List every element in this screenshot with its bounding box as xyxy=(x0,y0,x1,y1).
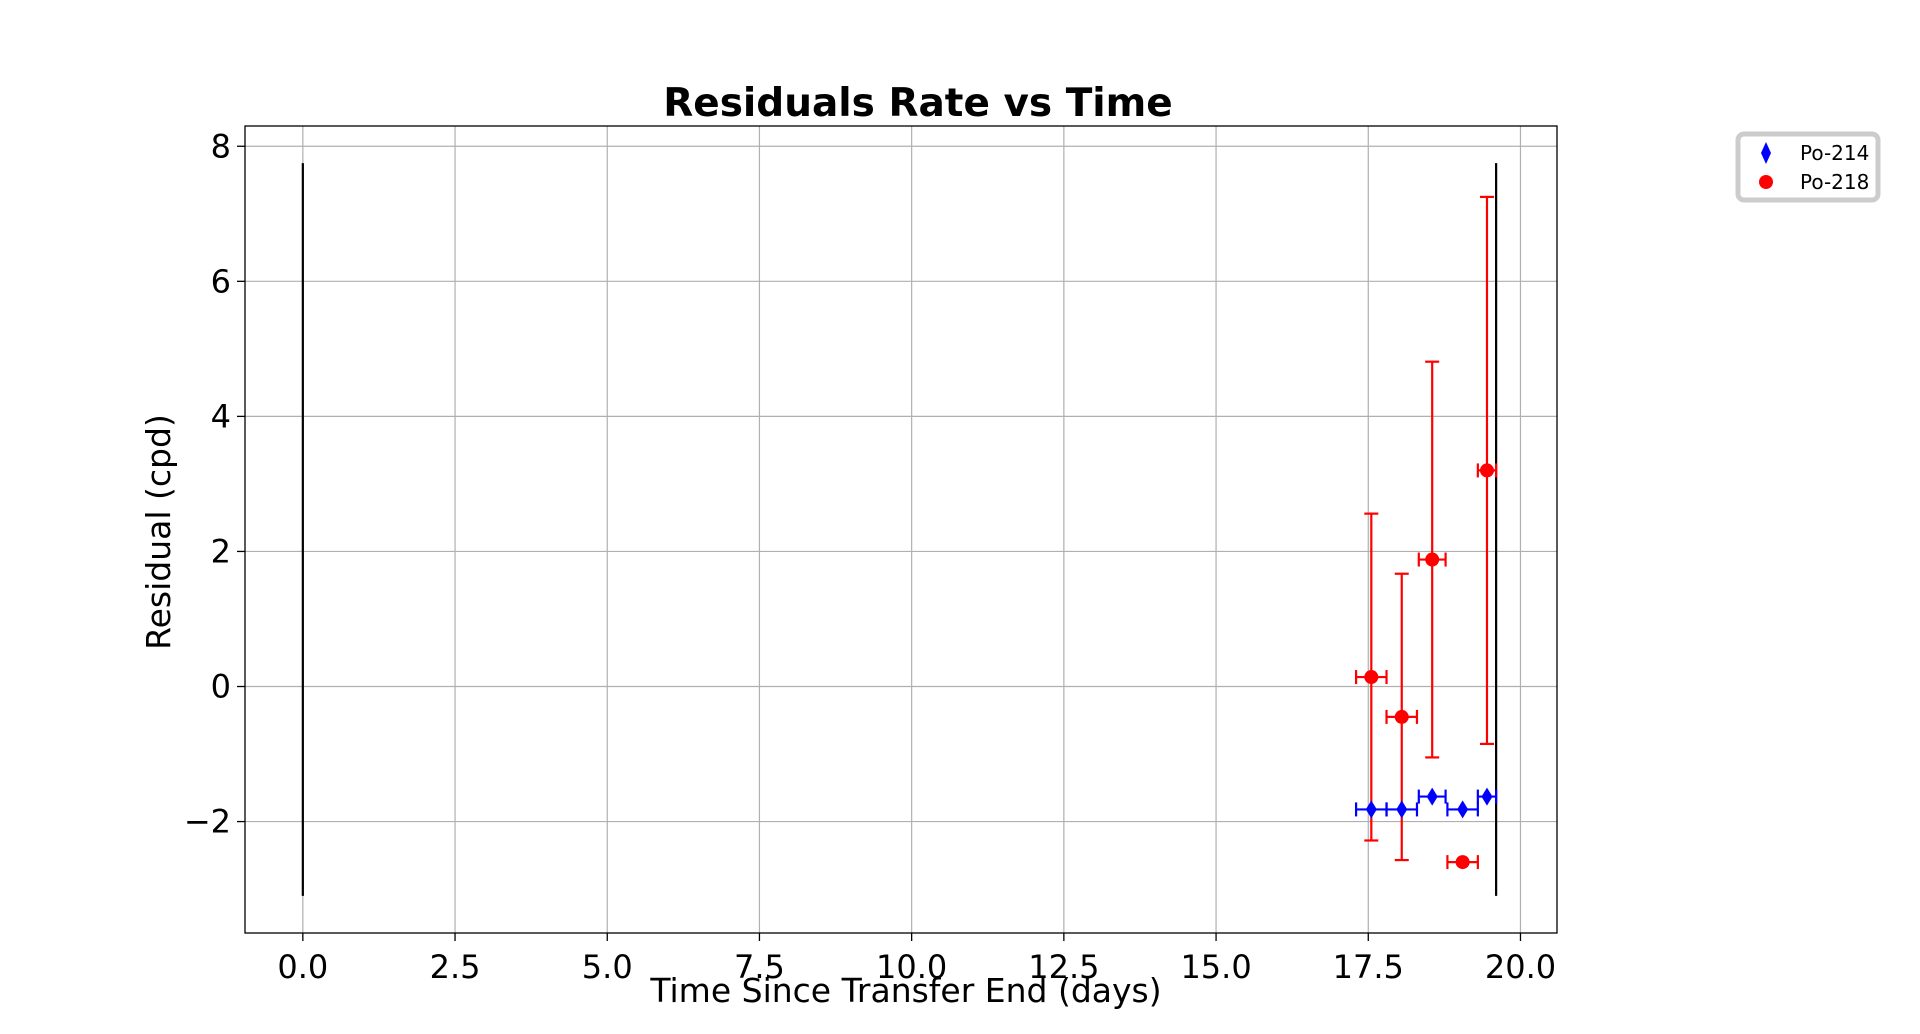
plot-area xyxy=(244,125,1558,934)
y-tick-label: 6 xyxy=(211,262,231,300)
legend-box xyxy=(1735,131,1881,203)
y-tick-label: 8 xyxy=(211,127,231,165)
x-tick-label: 17.5 xyxy=(1333,948,1404,986)
grid xyxy=(245,126,1557,933)
legend-marker-po218 xyxy=(1759,175,1773,189)
po214-point xyxy=(1354,800,1388,819)
po218-point-marker xyxy=(1394,709,1409,724)
legend-label-po214: Po-214 xyxy=(1800,141,1869,165)
legend-label-po218: Po-218 xyxy=(1800,170,1869,194)
x-tick-label: 15.0 xyxy=(1180,948,1251,986)
po218-point xyxy=(1476,195,1498,746)
po214-point-marker xyxy=(1426,787,1438,806)
po218-point-marker xyxy=(1425,552,1440,567)
x-tick-label: 10.0 xyxy=(876,948,947,986)
po218-point-marker xyxy=(1479,463,1494,478)
legend-marker-po214 xyxy=(1761,142,1771,164)
x-tick-label: 7.5 xyxy=(734,948,785,986)
y-tick-label: −2 xyxy=(184,803,231,841)
po214-point xyxy=(1446,800,1479,819)
x-axis-ticks: 0.0 2.5 5.0 7.5 10.0 12.5 15.0 17.5 20.0 xyxy=(277,933,1556,986)
y-tick-label: 2 xyxy=(211,532,231,570)
x-tick-label: 0.0 xyxy=(277,948,328,986)
x-tick-label: 12.5 xyxy=(1028,948,1099,986)
axes-frame xyxy=(244,125,1558,934)
po218-point-marker xyxy=(1364,670,1379,685)
x-tick-label: 5.0 xyxy=(582,948,633,986)
po218-point xyxy=(1354,512,1388,842)
x-axis-label: Time Since Transfer End (days) xyxy=(649,971,1161,1010)
po214-point-marker xyxy=(1365,800,1377,819)
po218-point xyxy=(1417,360,1447,759)
chart-title: Residuals Rate vs Time xyxy=(663,81,1173,126)
po214-point-marker xyxy=(1396,800,1408,819)
po214-point xyxy=(1476,787,1498,806)
y-axis-label: Residual (cpd) xyxy=(139,414,178,650)
y-axis-ticks: −2 0 2 4 6 8 xyxy=(184,127,245,841)
reference-lines xyxy=(301,163,1498,896)
x-tick-label: 2.5 xyxy=(430,948,481,986)
y-tick-label: 0 xyxy=(211,668,231,706)
po214-point-marker xyxy=(1457,800,1469,819)
y-tick-label: 4 xyxy=(211,397,231,435)
po214-point xyxy=(1417,787,1447,806)
po218-point-marker xyxy=(1455,855,1470,870)
po218-point xyxy=(1446,855,1479,870)
x-tick-label: 20.0 xyxy=(1485,948,1556,986)
data-marks xyxy=(1354,195,1498,870)
legend: Po-214 Po-218 xyxy=(1735,131,1881,203)
po214-point-marker xyxy=(1481,787,1493,806)
po214-point xyxy=(1385,800,1419,819)
